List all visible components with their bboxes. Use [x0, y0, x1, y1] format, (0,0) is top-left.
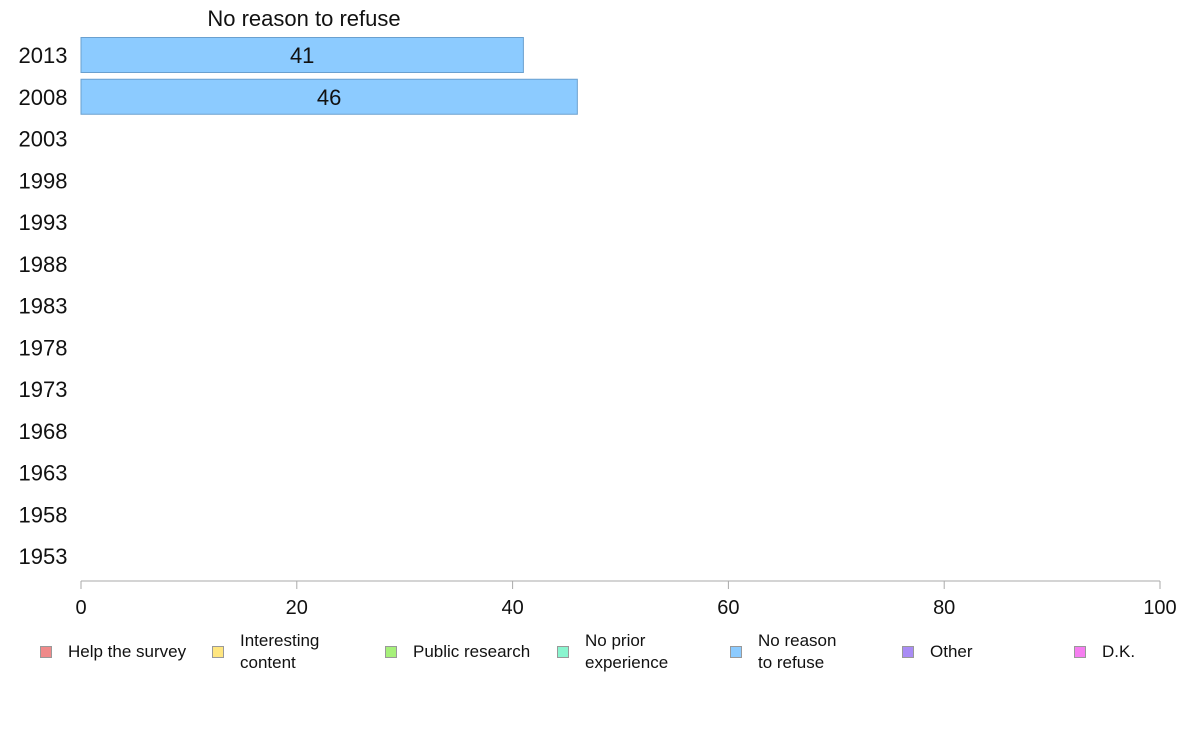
y-tick-label: 1968	[19, 419, 68, 444]
legend-item: Interesting content	[212, 628, 319, 676]
legend-label: No reason to refuse	[758, 631, 837, 672]
x-tick-label: 0	[75, 597, 86, 619]
y-tick-label: 1953	[19, 544, 68, 569]
y-tick-label: 1988	[19, 252, 68, 277]
legend-label: Public research	[413, 642, 531, 661]
legend-swatch	[385, 646, 397, 658]
legend-swatch	[212, 646, 224, 658]
y-tick-label: 1998	[19, 168, 68, 193]
legend-swatch	[902, 646, 914, 658]
legend-item: No prior experience	[557, 628, 668, 676]
y-tick-label: 2003	[19, 127, 68, 152]
legend-item: Public research	[385, 628, 530, 676]
legend-item: Help the survey	[40, 628, 186, 676]
x-tick-label: 60	[717, 597, 739, 619]
x-tick-label: 80	[933, 597, 955, 619]
legend-swatch	[1074, 646, 1086, 658]
bar	[80, 37, 524, 73]
legend-label: No prior experience	[585, 631, 669, 672]
legend-label: Help the survey	[68, 642, 187, 661]
y-tick-label: 2008	[19, 85, 68, 110]
x-axis-ticks: 0 20 40 60 80 100	[75, 581, 1177, 619]
y-tick-label: 1973	[19, 377, 68, 402]
bar	[80, 78, 578, 115]
y-tick-label: 1993	[19, 210, 68, 235]
x-tick-label: 20	[286, 597, 308, 619]
legend-item: Other	[902, 628, 973, 676]
bars	[80, 37, 578, 115]
legend: Help the survey Interesting content Public…	[0, 628, 1188, 678]
y-tick-label: 1978	[19, 335, 68, 360]
x-tick-label: 40	[501, 597, 523, 619]
legend-label: Interesting content	[240, 631, 320, 672]
y-tick-label: 1963	[19, 461, 68, 486]
x-tick-label: 100	[1143, 597, 1176, 619]
legend-item: No reason to refuse	[730, 628, 836, 676]
legend-swatch	[730, 646, 742, 658]
chart-title: No reason to refuse	[207, 6, 400, 31]
legend-label: Other	[930, 642, 973, 661]
legend-label: D.K.	[1102, 642, 1136, 661]
bar-chart: No reason to refuse 2013 2008 2003 1998 1993…	[19, 6, 1177, 619]
bar-value-label: 46	[317, 85, 341, 110]
legend-swatch	[557, 646, 569, 658]
y-tick-label: 2013	[19, 43, 68, 68]
legend-item: D.K.	[1074, 628, 1135, 676]
y-tick-label: 1983	[19, 294, 68, 319]
y-tick-label: 1958	[19, 502, 68, 527]
y-axis-labels: 2013 2008 2003 1998 1993 1988 1983 1978 1973 1968…	[19, 43, 68, 569]
bar-value-label: 41	[290, 43, 314, 68]
legend-swatch	[40, 646, 52, 658]
